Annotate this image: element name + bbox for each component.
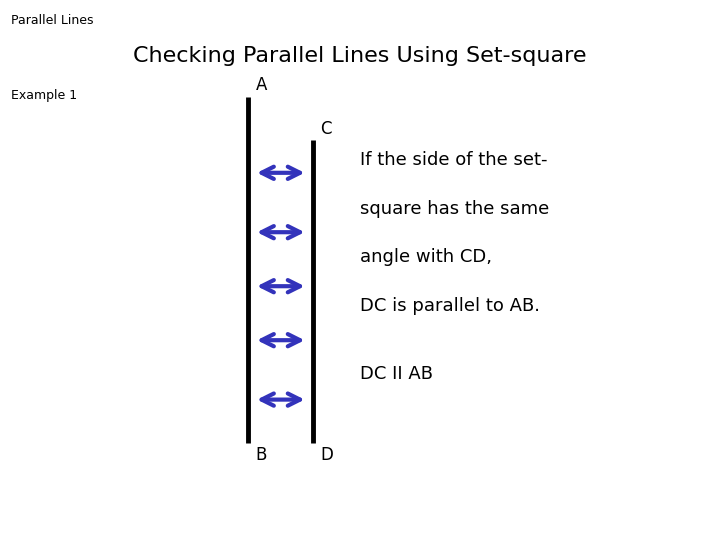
Text: B: B [256,446,267,463]
Text: DC is parallel to AB.: DC is parallel to AB. [360,297,540,315]
Text: Checking Parallel Lines Using Set-square: Checking Parallel Lines Using Set-square [133,46,587,66]
Text: A: A [256,77,267,94]
Text: angle with CD,: angle with CD, [360,248,492,266]
Text: square has the same: square has the same [360,200,549,218]
Text: If the side of the set-: If the side of the set- [360,151,547,169]
Text: DC II AB: DC II AB [360,365,433,383]
Text: C: C [320,120,332,138]
Text: Example 1: Example 1 [11,89,77,102]
Text: D: D [320,446,333,463]
Text: Parallel Lines: Parallel Lines [11,14,94,26]
